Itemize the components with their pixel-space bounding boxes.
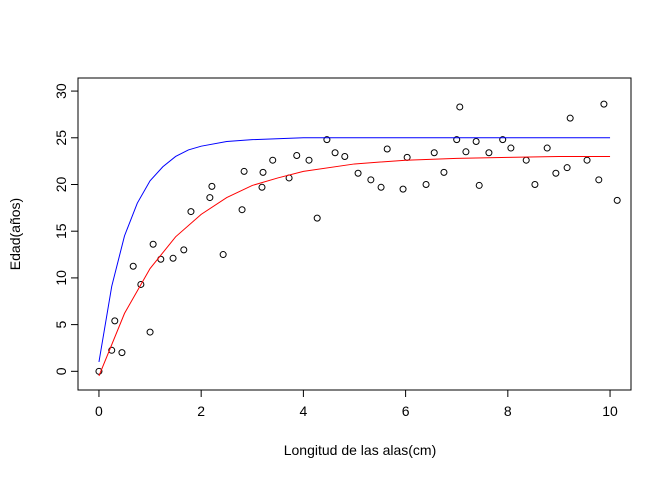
point	[208, 182, 216, 190]
point	[522, 156, 530, 164]
x-tick-label: 6	[402, 403, 410, 419]
point	[462, 148, 470, 156]
point	[95, 367, 103, 375]
point	[305, 156, 313, 164]
point	[543, 144, 551, 152]
plot-box	[77, 77, 632, 391]
point	[456, 103, 464, 111]
point	[399, 185, 407, 193]
point	[507, 144, 515, 152]
y-tick-label: 10	[53, 270, 69, 286]
point	[118, 349, 126, 357]
point	[613, 196, 621, 204]
point	[383, 145, 391, 153]
point	[341, 152, 349, 160]
x-tick-label: 4	[299, 403, 307, 419]
point	[430, 149, 438, 157]
point	[269, 156, 277, 164]
point	[331, 149, 339, 157]
x-tick-label: 2	[197, 403, 205, 419]
point	[377, 183, 385, 191]
point	[472, 138, 480, 146]
point	[485, 149, 493, 157]
point	[323, 136, 331, 144]
point	[137, 280, 145, 288]
curve	[98, 137, 611, 363]
x-tick-label: 0	[95, 403, 103, 419]
point	[169, 254, 177, 262]
point	[258, 183, 266, 191]
y-tick-label: 0	[53, 367, 69, 375]
point	[219, 251, 227, 259]
point	[531, 180, 539, 188]
point	[313, 214, 321, 222]
point	[595, 176, 603, 184]
point	[475, 181, 483, 189]
point	[129, 262, 137, 270]
point	[600, 100, 608, 108]
x-axis-title: Longitud de las alas(cm)	[284, 442, 437, 458]
point	[111, 317, 119, 325]
point	[206, 194, 214, 202]
point	[499, 136, 507, 144]
point	[422, 180, 430, 188]
point	[566, 114, 574, 122]
point	[293, 152, 301, 160]
point	[354, 169, 362, 177]
point	[187, 208, 195, 216]
y-tick-label: 25	[53, 130, 69, 146]
point	[440, 168, 448, 176]
point	[453, 136, 461, 144]
point	[240, 167, 248, 175]
point	[149, 240, 157, 248]
y-axis-title: Edad(años)	[7, 198, 23, 270]
x-tick-label: 8	[504, 403, 512, 419]
point	[259, 168, 267, 176]
y-tick-label: 30	[53, 83, 69, 99]
point	[367, 176, 375, 184]
curve	[98, 155, 611, 377]
point	[146, 328, 154, 336]
y-tick-label: 5	[53, 321, 69, 329]
point	[108, 346, 116, 354]
point	[552, 169, 560, 177]
x-tick-label: 10	[602, 403, 618, 419]
point	[180, 246, 188, 254]
point	[238, 206, 246, 214]
y-tick-label: 15	[53, 223, 69, 239]
point	[403, 153, 411, 161]
point	[583, 156, 591, 164]
point	[563, 164, 571, 172]
y-tick-label: 20	[53, 176, 69, 192]
